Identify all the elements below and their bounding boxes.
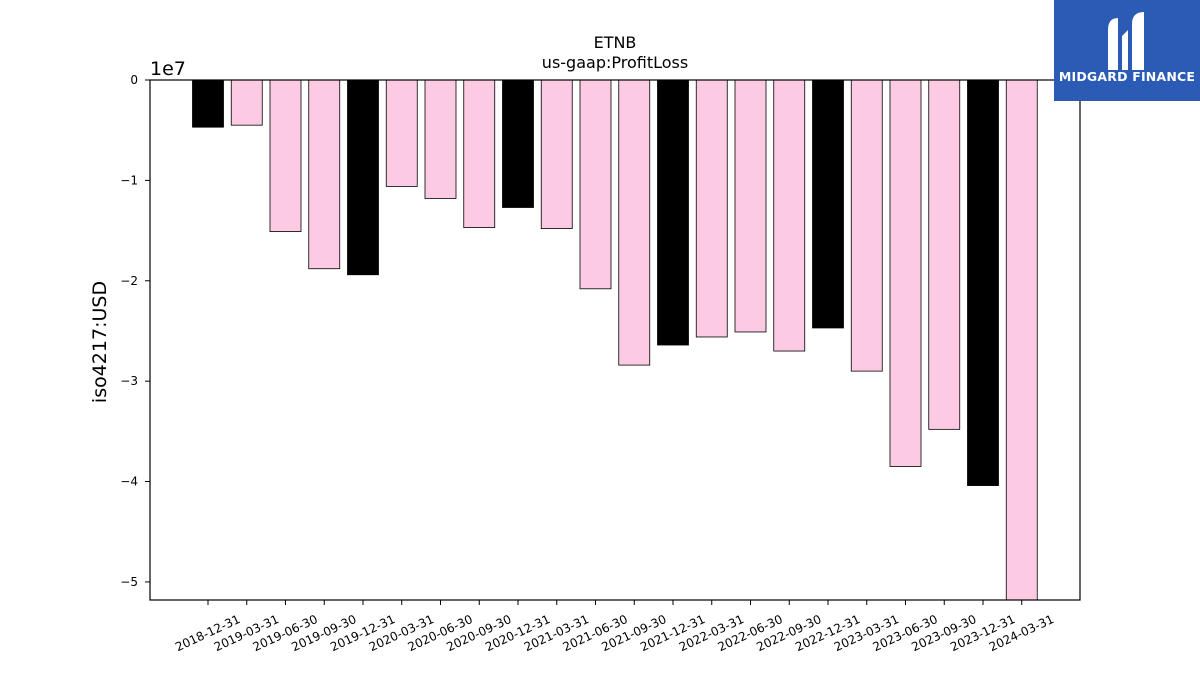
bar-2018-12-31 — [192, 79, 224, 128]
bar-2020-06-30 — [424, 79, 457, 199]
bar-2021-12-31 — [657, 79, 689, 346]
bar-2019-12-31 — [347, 79, 379, 276]
bar-2020-03-31 — [385, 79, 418, 187]
y-tick-label: −2 — [120, 274, 138, 288]
brand-mark-icon — [1108, 12, 1144, 70]
bar-2021-03-31 — [540, 79, 573, 229]
bar-2019-03-31 — [230, 79, 263, 126]
bar-2023-12-31 — [967, 79, 999, 486]
bar-2020-09-30 — [463, 79, 496, 228]
bar-2022-12-31 — [812, 79, 844, 329]
y-tick-label: −3 — [120, 374, 138, 388]
bar-2021-06-30 — [579, 79, 612, 290]
bars-group — [192, 79, 1038, 601]
bar-2023-03-31 — [850, 79, 883, 372]
bar-2020-12-31 — [502, 79, 534, 208]
brand-name: MIDGARD FINANCE — [1058, 69, 1196, 84]
y-tick-label: 0 — [130, 73, 138, 87]
brand-logo: MIDGARD FINANCE — [1054, 0, 1200, 101]
bar-2019-06-30 — [269, 79, 302, 232]
y-tick-label: −4 — [120, 475, 138, 489]
bar-2022-06-30 — [734, 79, 767, 333]
plot-area-frame — [149, 79, 1081, 601]
bar-2024-03-31 — [1005, 79, 1038, 601]
x-axis-ticks: 2018-12-312019-03-312019-06-302019-09-30… — [173, 600, 1056, 654]
bar-2023-09-30 — [928, 79, 961, 430]
chart-title: ETNB — [594, 33, 637, 52]
bar-2022-09-30 — [773, 79, 806, 352]
chart-subtitle: us-gaap:ProfitLoss — [542, 53, 688, 72]
y-axis-ticks: 0 −1 −2 −3 −4 −5 — [120, 73, 150, 589]
bar-2019-09-30 — [308, 79, 341, 270]
y-axis-label: iso4217:USD — [89, 281, 111, 403]
bar-2022-03-31 — [695, 79, 728, 338]
y-axis-multiplier: 1e7 — [150, 58, 186, 80]
y-tick-label: −5 — [120, 575, 138, 589]
y-tick-label: −1 — [120, 173, 138, 187]
bar-2021-09-30 — [618, 79, 651, 366]
bar-2023-06-30 — [889, 79, 922, 467]
